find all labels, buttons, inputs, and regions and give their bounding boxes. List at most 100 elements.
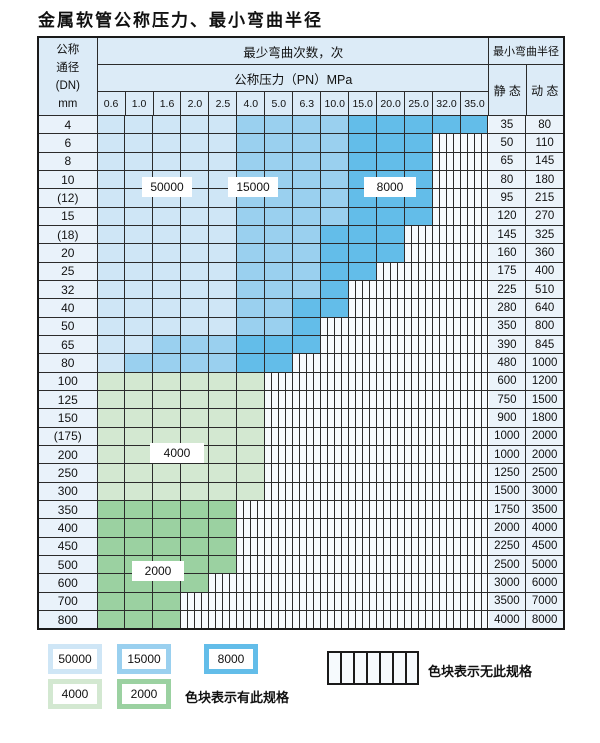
legend-absent-text: 色块表示无此规格 [428,664,533,679]
spec-available-cell [181,555,210,574]
spec-unavailable-cell [265,482,294,500]
spec-unavailable-cell [265,390,294,409]
spec-unavailable-cell [265,409,294,427]
static-radius-cell: 900 [488,409,527,427]
spec-available-cell [265,335,294,354]
spec-unavailable-cell [265,574,294,592]
spec-available-cell [97,409,126,427]
spec-available-cell [181,207,210,225]
spec-available-cell [293,134,321,152]
table-row: 700 3500 7000 [39,592,563,611]
spec-unavailable-cell [404,555,433,574]
spec-unavailable-cell [432,500,461,519]
spec-available-cell [265,207,294,225]
static-radius-cell: 1250 [488,464,527,482]
spec-available-cell [181,390,210,409]
static-radius-cell: 600 [488,372,527,390]
spec-available-cell [181,537,210,555]
spec-available-cell [348,152,377,170]
spec-available-cell [348,244,377,262]
spec-available-cell [97,555,126,574]
spec-available-cell [97,134,126,152]
dynamic-radius-cell: 2000 [526,427,563,445]
spec-available-cell [348,262,377,280]
spec-unavailable-cell [404,354,433,372]
spec-unavailable-cell [404,262,433,280]
pressure-value-header: 2.5 [209,92,238,115]
dn-cell: 4 [39,116,98,134]
dn-cell: 350 [39,500,98,519]
pressure-value-header: 0.6 [98,92,126,115]
pressure-cells [97,610,489,629]
spec-available-cell [97,354,126,372]
spec-available-cell [265,354,294,372]
table-row: 20 160 360 [39,244,563,263]
spec-available-cell [209,207,238,225]
spec-unavailable-cell [460,445,489,464]
spec-unavailable-cell [404,390,433,409]
spec-available-cell [97,189,126,207]
spec-unavailable-cell [432,555,461,574]
spec-unavailable-cell [237,610,266,629]
spec-unavailable-cell [376,482,405,500]
zone-label-15000: 15000 [228,177,278,197]
table-row: 8 65 145 [39,152,563,171]
spec-unavailable-cell [432,152,461,170]
dynamic-radius-cell: 3000 [526,482,563,500]
dn-cell: 450 [39,537,98,555]
spec-unavailable-cell [460,244,489,262]
pressure-cells [97,445,489,464]
spec-unavailable-cell [265,519,294,537]
spec-available-cell [376,225,405,244]
table-row: 350 1750 3500 [39,500,563,520]
zone-label-8000: 8000 [364,177,416,197]
spec-unavailable-cell [404,445,433,464]
dynamic-radius-cell: 4500 [526,537,563,555]
spec-available-cell [153,262,182,280]
spec-unavailable-cell [404,537,433,555]
spec-unavailable-cell [348,445,377,464]
spec-unavailable-cell [432,225,461,244]
spec-unavailable-cell [209,610,238,629]
spec-unavailable-cell [293,464,321,482]
spec-unavailable-cell [460,482,489,500]
spec-unavailable-cell [404,482,433,500]
legend-swatch-50000: 50000 [48,644,102,674]
pressure-cells [97,335,489,354]
spec-unavailable-cell [320,427,349,445]
spec-unavailable-cell [460,207,489,225]
spec-available-cell [125,244,154,262]
pressure-cells [97,244,489,262]
spec-available-cell [125,427,154,445]
spec-available-cell [125,519,154,537]
pressure-cells [97,537,489,555]
dn-cell: 800 [39,610,98,629]
dn-cell: 6 [39,134,98,152]
spec-unavailable-cell [320,354,349,372]
spec-unavailable-cell [376,280,405,299]
spec-available-cell [97,592,126,610]
dn-cell: 150 [39,409,98,427]
spec-unavailable-cell [348,427,377,445]
spec-unavailable-cell [348,390,377,409]
spec-available-cell [293,189,321,207]
spec-table: 公称 通径 (DN) mm 最少弯曲次数，次 公称压力（PN）MPa 0.6 1.… [37,36,565,630]
spec-unavailable-cell [320,464,349,482]
spec-available-cell [293,170,321,189]
spec-unavailable-cell [293,537,321,555]
spec-available-cell [181,262,210,280]
spec-unavailable-cell [460,262,489,280]
spec-available-cell [237,409,266,427]
spec-available-cell [460,116,489,134]
dynamic-radius-cell: 270 [526,207,563,225]
table-row: 40 280 640 [39,299,563,318]
spec-unavailable-cell [293,354,321,372]
spec-unavailable-cell [320,519,349,537]
spec-available-cell [181,372,210,390]
spec-unavailable-cell [404,574,433,592]
spec-available-cell [97,574,126,592]
dn-cell: 25 [39,262,98,280]
dn-cell: 8 [39,152,98,170]
spec-available-cell [293,280,321,299]
